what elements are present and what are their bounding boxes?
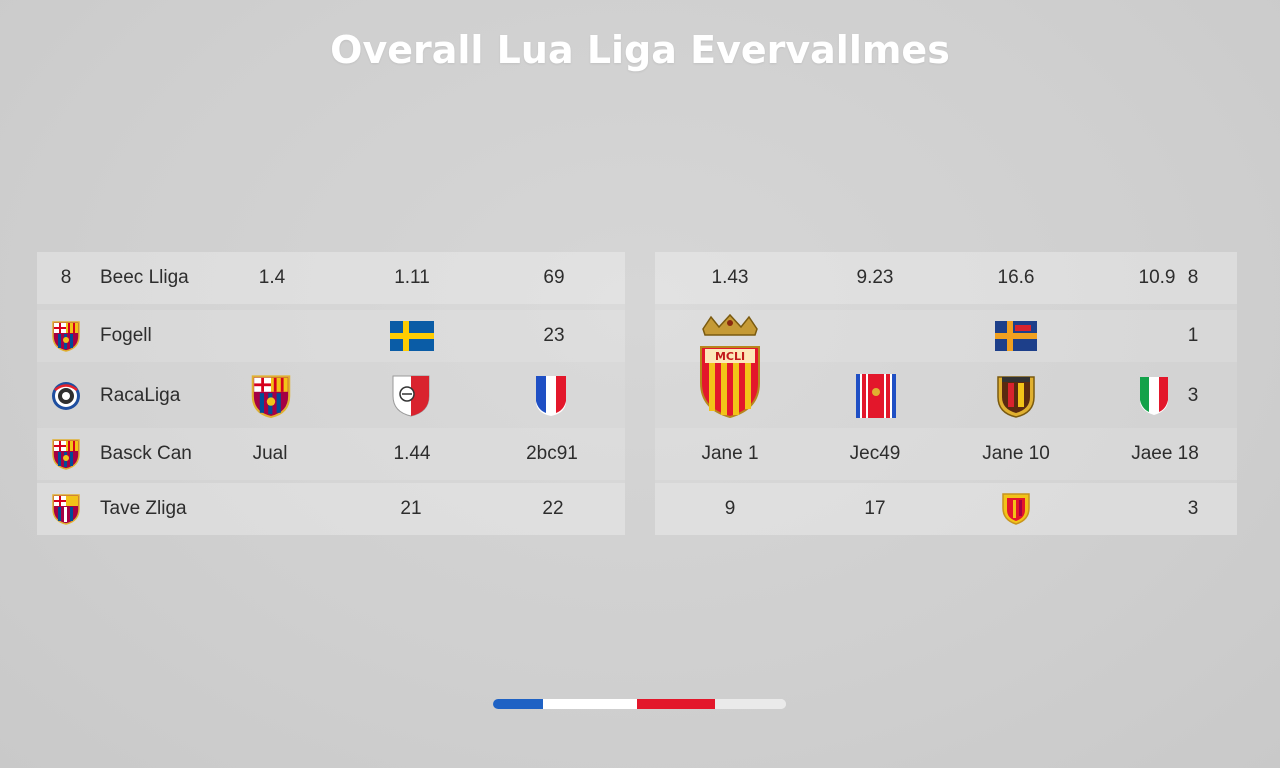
stat-cell: Jec49 (849, 443, 901, 464)
royal-crest-icon: MCLI (700, 313, 760, 419)
football-club-badge-icon (52, 382, 80, 410)
table-row[interactable]: Tave Zliga 21 22 (37, 483, 625, 535)
italy-flag-icon (1140, 377, 1168, 415)
stat-cell: Jual (252, 443, 288, 464)
stat-cell: 1.43 (711, 267, 749, 288)
barcelona-crest-icon (52, 494, 80, 525)
team-name: Beec Lliga (100, 267, 189, 288)
barcelona-crest-icon (52, 321, 80, 352)
stat-cell: 1.11 (394, 267, 430, 288)
france-flag-icon (536, 376, 566, 416)
table-row[interactable]: RacaLiga (37, 370, 625, 422)
stat-cell: 8 (1187, 267, 1199, 288)
stat-cell: 17 (864, 498, 886, 519)
table-row[interactable]: 3 (655, 370, 1237, 422)
stat-cell: Jane 10 (982, 443, 1050, 464)
sweden-flag-icon (390, 321, 434, 351)
stat-cell: 69 (543, 267, 565, 288)
stat-cell: 1 (1187, 325, 1199, 346)
barcelona-crest-icon (251, 375, 291, 419)
stat-cell: 16.6 (997, 267, 1035, 288)
barcelona-crest-icon (1002, 493, 1030, 525)
stat-cell: 9.23 (856, 267, 894, 288)
stat-cell: 10.9 (1138, 267, 1176, 288)
scroll-segment-track (715, 699, 786, 709)
club-crest-icon (997, 376, 1035, 418)
stat-cell: 2bc91 (526, 443, 578, 464)
stat-cell: 21 (400, 498, 422, 519)
striped-flag-icon (856, 374, 896, 418)
scroll-segment-blue (493, 699, 543, 709)
stat-cell: 9 (724, 498, 736, 519)
page-title: Overall Lua Liga Evervallmes (330, 28, 950, 72)
team-name: Fogell (100, 325, 152, 346)
barcelona-crest-icon (52, 439, 80, 470)
stat-cell: 22 (542, 498, 564, 519)
crest-lettering: MCLI (715, 350, 745, 363)
table-row[interactable]: Fogell 23 (37, 310, 625, 362)
team-name: Tave Zliga (100, 498, 187, 519)
table-row[interactable]: 1.43 9.23 16.6 10.9 8 (655, 252, 1237, 304)
team-name: RacaLiga (100, 385, 181, 406)
table-row[interactable]: 1 (655, 310, 1237, 362)
horizontal-scrollbar[interactable] (493, 699, 786, 709)
stat-cell: 3 (1187, 385, 1199, 406)
stat-cell: 1.44 (393, 443, 431, 464)
table-row[interactable]: Jane 1 Jec49 Jane 10 Jaee 18 (655, 428, 1237, 480)
table-row[interactable]: Basck Can Jual 1.44 2bc91 (37, 428, 625, 480)
stat-cell: Jaee 18 (1131, 443, 1199, 464)
left-standings-table: 8 Beec Lliga 1.4 1.11 69 Fogell 23 (37, 252, 625, 535)
row-number: 8 (60, 267, 72, 288)
right-standings-table: 1.43 9.23 16.6 10.9 8 1 3 (655, 252, 1237, 535)
stat-cell: 23 (543, 325, 565, 346)
club-shield-icon (392, 375, 430, 417)
table-row[interactable]: 9 17 3 (655, 483, 1237, 535)
flag-icon (995, 321, 1037, 351)
stat-cell: Jane 1 (701, 443, 759, 464)
team-name: Basck Can (100, 443, 192, 464)
table-row[interactable]: 8 Beec Lliga 1.4 1.11 69 (37, 252, 625, 304)
stat-cell: 1.4 (258, 267, 286, 288)
stat-cell: 3 (1187, 498, 1199, 519)
scroll-thumb-red[interactable] (637, 699, 715, 709)
scroll-segment-white (543, 699, 637, 709)
